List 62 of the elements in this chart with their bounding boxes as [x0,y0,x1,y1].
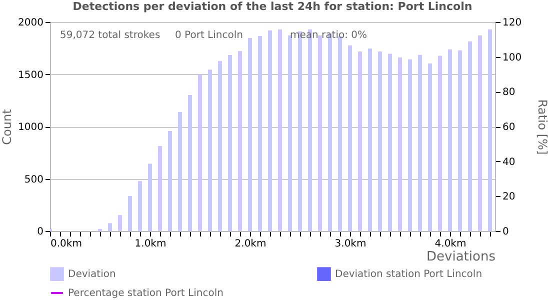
legend-label: Deviation station Port Lincoln [335,269,482,280]
x-axis-title: Deviations [426,250,496,264]
bar [478,35,482,231]
bar [158,146,162,231]
annotation: 0 Port Lincoln [175,30,243,41]
y-tick-label: 500 [24,174,44,186]
bar [378,51,382,231]
bar [488,29,492,231]
bar [388,54,392,231]
x-tick-label: 2.0km [234,238,266,250]
bar [138,181,142,231]
x-tick-label: 4.0km [434,238,466,250]
bar [248,38,252,231]
annotation: mean ratio: 0% [290,30,368,41]
bar [178,112,182,231]
bar [288,35,292,231]
chart-title: Detections per deviation of the last 24h for station: Port Lincoln [72,0,472,13]
x-tick-label: 3.0km [334,238,366,250]
bar [398,57,402,231]
y-tick-label: 1500 [18,70,44,81]
bar [108,223,112,231]
bar [118,215,122,231]
bar [128,196,132,231]
bar [428,63,432,231]
y2-tick-label: 100 [502,52,522,64]
bar [148,164,152,231]
y2-tick-label: 20 [502,192,516,203]
y2-tick-label: 120 [502,18,522,28]
y-tick-label: 1000 [18,122,44,133]
y2-tick-label: 60 [502,122,516,133]
bar [268,30,272,231]
bar [208,70,212,231]
bar [168,130,172,231]
y2-tick-label: 80 [502,87,516,98]
bar [238,50,242,231]
x-tick-label: 1.0km [134,238,166,250]
y-tick-label: 2000 [18,18,44,28]
legend-label: Percentage station Port Lincoln [68,288,224,299]
bar [188,95,192,231]
y-tick-label: 0 [37,226,44,238]
legend-label: Deviation [68,269,116,280]
bar [258,36,262,231]
bar [418,54,422,231]
bar [368,48,372,231]
bar [358,51,362,231]
y-axis-title: Count [0,108,14,145]
bar [218,60,222,231]
bar [318,35,322,231]
bar [448,49,452,231]
bar [278,29,282,231]
y2-tick-label: 0 [502,226,509,238]
bar [468,41,472,231]
bar [458,50,462,231]
bar [408,59,412,231]
y2-axis-title: Ratio [%] [536,99,550,155]
bar [228,55,232,231]
bar [198,74,202,231]
x-tick-label: 0.0km [50,238,82,250]
bar [348,45,352,231]
annotation: 59,072 total strokes [60,30,160,41]
y2-tick-label: 40 [502,156,516,168]
bar [438,56,442,231]
